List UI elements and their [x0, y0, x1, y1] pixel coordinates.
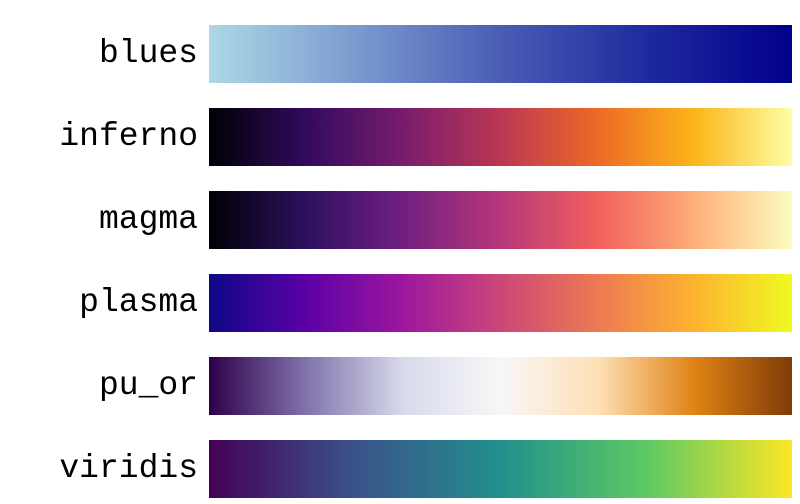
colormap-label-pu-or: pu_or [98, 367, 198, 404]
colormap-row-viridis: viridis [0, 440, 800, 498]
colormap-list: blues inferno magma plasma pu_or viridis [0, 25, 800, 500]
colormap-label-blues: blues [98, 35, 198, 72]
colormap-row-pu-or: pu_or [0, 357, 800, 415]
colormap-bar-magma [209, 191, 792, 249]
colormap-bar-inferno [209, 108, 792, 166]
colormap-bar-pu-or [209, 357, 792, 415]
colormap-bar-plasma [209, 274, 792, 332]
colormap-row-blues: blues [0, 25, 800, 83]
colormap-label-viridis: viridis [59, 450, 198, 487]
colormap-row-magma: magma [0, 191, 800, 249]
colormap-bar-blues [209, 25, 792, 83]
colormap-label-inferno: inferno [59, 118, 198, 155]
colormap-label-plasma: plasma [79, 284, 198, 321]
colormap-row-plasma: plasma [0, 274, 800, 332]
colormap-bar-viridis [209, 440, 792, 498]
colormap-row-inferno: inferno [0, 108, 800, 166]
colormap-label-magma: magma [98, 201, 198, 238]
